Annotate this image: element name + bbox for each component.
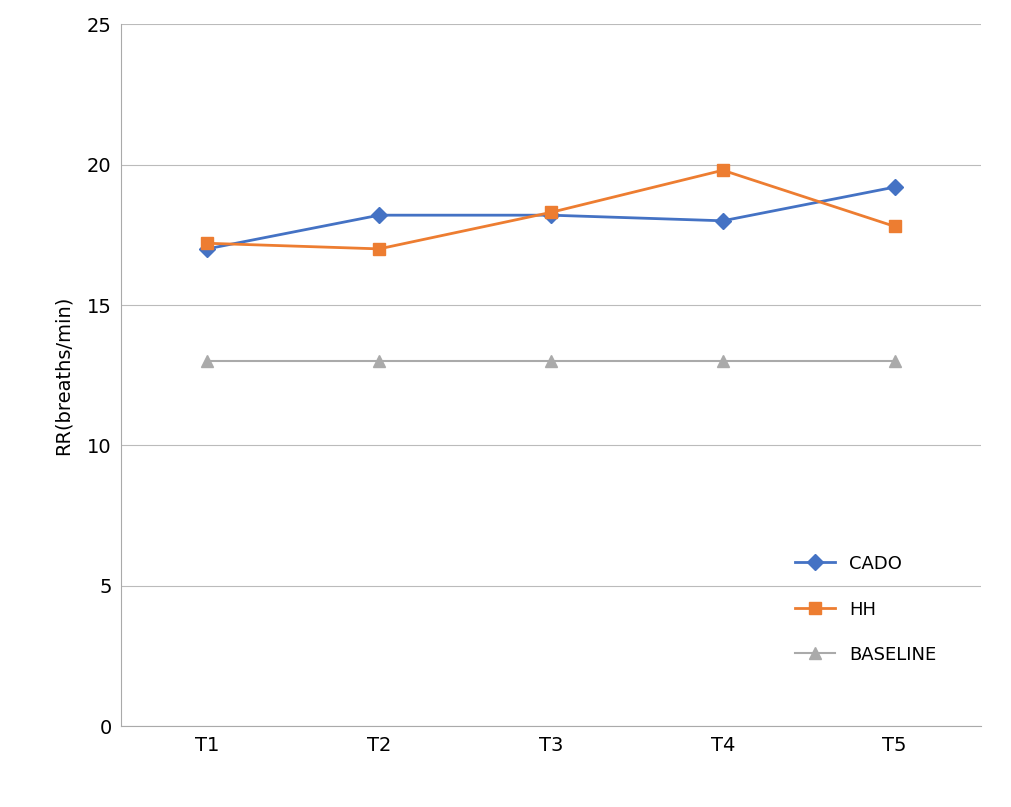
BASELINE bbox=[889, 357, 901, 366]
CADO bbox=[373, 211, 385, 220]
CADO bbox=[201, 244, 213, 253]
BASELINE bbox=[201, 357, 213, 366]
BASELINE bbox=[545, 357, 557, 366]
Line: HH: HH bbox=[202, 165, 900, 254]
Line: BASELINE: BASELINE bbox=[202, 356, 900, 366]
HH bbox=[373, 244, 385, 253]
HH bbox=[545, 207, 557, 217]
HH bbox=[201, 238, 213, 248]
BASELINE bbox=[717, 357, 729, 366]
BASELINE bbox=[373, 357, 385, 366]
CADO bbox=[545, 211, 557, 220]
CADO bbox=[889, 182, 901, 192]
HH bbox=[717, 165, 729, 175]
Y-axis label: RR(breaths/min): RR(breaths/min) bbox=[54, 295, 73, 455]
HH bbox=[889, 222, 901, 232]
Line: CADO: CADO bbox=[202, 182, 900, 254]
CADO bbox=[717, 216, 729, 226]
Legend: CADO, HH, BASELINE: CADO, HH, BASELINE bbox=[776, 537, 954, 682]
